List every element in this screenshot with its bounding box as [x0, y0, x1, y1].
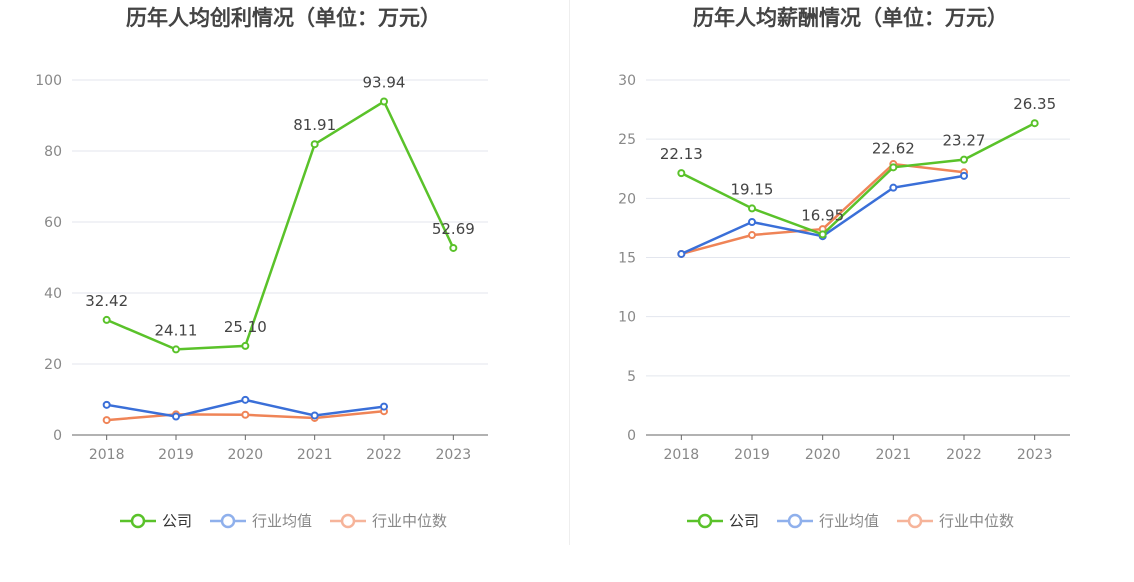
legend-item-industry-median[interactable]: 行业中位数	[897, 510, 1014, 531]
salary-line-chart: 0 5 10 15 20 25 30 2018 2019 2020 2021 2022 2023 22.1…	[618, 73, 1070, 463]
data-point	[380, 97, 388, 106]
data-point	[102, 315, 111, 324]
legend-label: 行业均值	[251, 512, 312, 530]
x-tick-label: 2018	[664, 447, 700, 463]
data-label: 52.69	[432, 220, 475, 238]
chart-panel-salary: 历年人均薪酬情况（单位：万元） 0 5 10 15 20 25 30 2018 2019 2020…	[567, 0, 1134, 582]
legend-label: 公司	[728, 512, 759, 530]
chart-panel-profit: 历年人均创利情况（单位：万元） 0 20 40 60 80 100 2018 2019 2020…	[0, 6, 567, 531]
data-label: 23.27	[943, 132, 986, 150]
x-tick-label: 2020	[805, 447, 841, 463]
y-tick-label: 30	[618, 73, 636, 89]
y-tick-label: 0	[53, 428, 62, 444]
data-label: 81.91	[293, 116, 336, 134]
data-point	[310, 411, 319, 420]
legend-item-industry-median[interactable]: 行业中位数	[330, 510, 447, 531]
data-label: 22.13	[660, 145, 703, 163]
x-tick-label: 2019	[158, 447, 194, 463]
data-point	[960, 171, 968, 180]
legend-line-marker-icon	[209, 513, 246, 528]
y-tick-label: 0	[627, 428, 636, 444]
data-point	[1030, 119, 1039, 128]
data-point	[449, 243, 458, 252]
chart-title: 历年人均薪酬情况（单位：万元）	[693, 6, 1008, 30]
chart-legend: 公司 行业均值 行业中位数	[567, 510, 1134, 531]
data-point	[241, 341, 250, 350]
legend-label: 行业中位数	[939, 512, 1015, 530]
data-point	[380, 402, 388, 411]
y-tick-label: 40	[44, 286, 62, 302]
data-label: 26.35	[1013, 95, 1056, 113]
data-point	[241, 395, 250, 404]
data-point	[102, 416, 111, 425]
data-point	[172, 412, 180, 421]
data-point	[889, 183, 898, 192]
data-point	[748, 231, 756, 240]
legend-item-company[interactable]: 公司	[686, 510, 759, 531]
legend-line-marker-icon	[119, 513, 156, 528]
x-tick-label: 2021	[876, 447, 912, 463]
data-label: 32.42	[85, 292, 128, 310]
legend-item-industry-avg[interactable]: 行业均值	[776, 510, 879, 531]
x-tick-label: 2023	[1017, 447, 1053, 463]
panel-divider	[569, 0, 570, 545]
y-tick-label: 15	[618, 251, 636, 267]
legend-line-marker-icon	[330, 513, 366, 528]
x-tick-label: 2023	[436, 447, 472, 463]
x-tick-label: 2021	[297, 447, 333, 463]
data-point	[677, 249, 686, 258]
series-line	[680, 122, 1036, 236]
y-tick-label: 80	[44, 144, 62, 160]
legend-line-marker-icon	[686, 513, 723, 528]
data-label: 22.62	[872, 139, 915, 157]
y-tick-label: 10	[618, 310, 636, 326]
legend-item-company[interactable]: 公司	[119, 510, 192, 531]
x-tick-label: 2019	[734, 447, 770, 463]
legend-label: 行业中位数	[372, 512, 448, 530]
data-point	[889, 163, 898, 172]
legend-label: 行业均值	[818, 512, 879, 530]
data-point	[748, 218, 756, 226]
chart-legend: 公司 行业均值 行业中位数	[0, 510, 567, 531]
x-tick-label: 2018	[89, 447, 125, 463]
data-point	[172, 345, 180, 354]
data-point	[310, 140, 319, 149]
data-label: 16.95	[801, 206, 844, 224]
legend-label: 公司	[161, 512, 192, 530]
data-point	[818, 230, 827, 239]
x-tick-label: 2020	[228, 447, 264, 463]
data-point	[241, 410, 250, 419]
y-tick-label: 60	[44, 215, 62, 231]
x-tick-label: 2022	[366, 447, 402, 463]
y-tick-label: 5	[627, 369, 636, 385]
data-point	[748, 204, 756, 213]
x-tick-label: 2022	[946, 447, 982, 463]
chart-title: 历年人均创利情况（单位：万元）	[126, 6, 441, 30]
data-label: 19.15	[731, 180, 774, 198]
data-point	[960, 155, 968, 164]
legend-item-industry-avg[interactable]: 行业均值	[209, 510, 312, 531]
legend-line-marker-icon	[776, 513, 813, 528]
series-line	[106, 99, 455, 351]
y-tick-label: 20	[618, 191, 636, 207]
y-tick-label: 20	[44, 357, 62, 373]
data-point	[102, 400, 111, 409]
data-point	[677, 169, 686, 178]
y-tick-label: 25	[618, 132, 636, 148]
data-label: 93.94	[363, 74, 406, 92]
data-label: 24.11	[155, 321, 198, 339]
legend-line-marker-icon	[897, 513, 933, 528]
data-label: 25.10	[224, 318, 267, 336]
profit-line-chart: 0 20 40 60 80 100 2018 2019 2020 2021 2022 2023 32.4…	[35, 73, 488, 463]
y-tick-label: 100	[35, 73, 62, 89]
